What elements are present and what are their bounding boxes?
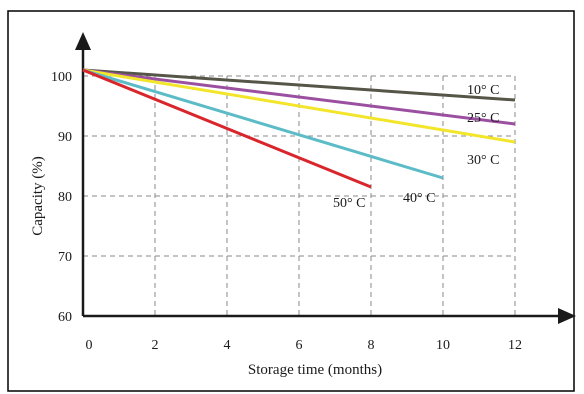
axes: 60 70 80 90 100 0 2 4 6 8 10 12 [51, 32, 576, 353]
y-tick-label: 70 [58, 250, 72, 265]
y-tick-label: 90 [58, 130, 72, 145]
x-tick-label: 12 [508, 338, 522, 353]
y-tick-label: 80 [58, 190, 72, 205]
x-tick-label: 0 [86, 338, 93, 353]
x-tick-label: 4 [224, 338, 231, 353]
y-axis-arrow [75, 32, 91, 50]
x-tick-label: 2 [152, 338, 159, 353]
y-tick-label: 60 [58, 310, 72, 325]
y-tick-label: 100 [51, 70, 72, 85]
x-tick-label: 6 [296, 338, 303, 353]
series-line [82, 68, 444, 180]
x-axis-arrow [558, 308, 576, 324]
series-line [82, 68, 516, 126]
series-line [82, 68, 516, 102]
x-axis-title: Storage time (months) [248, 362, 382, 378]
series-labels: 10° C 25° C 30° C 40° C 50° C [333, 83, 499, 211]
series-lines [82, 68, 516, 189]
series-label: 40° C [403, 191, 435, 206]
grid [83, 75, 516, 316]
series-label: 30° C [467, 153, 499, 168]
x-tick-label: 8 [368, 338, 375, 353]
x-tick-label: 10 [436, 338, 450, 353]
series-line [82, 68, 516, 144]
series-label: 25° C [467, 111, 499, 126]
chart-border [7, 10, 575, 392]
y-axis-title: Capacity (%) [30, 156, 46, 236]
series-label: 10° C [467, 83, 499, 98]
series-line [82, 68, 372, 189]
series-label: 50° C [333, 196, 365, 211]
